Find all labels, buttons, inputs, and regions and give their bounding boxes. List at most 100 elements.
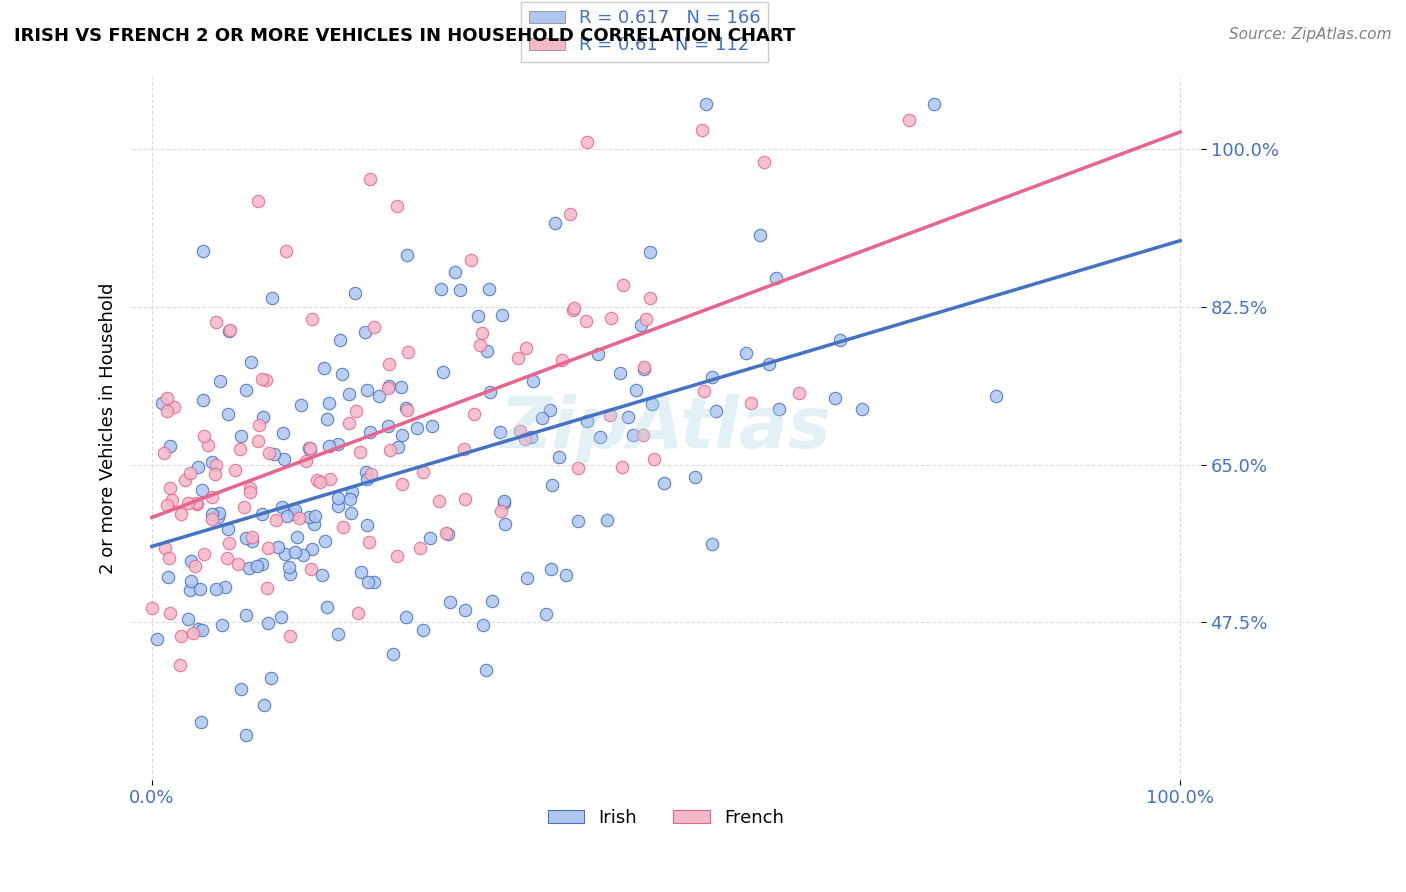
Point [695,97,717,112]
Point [240,534,263,549]
Point [298,443,321,458]
Point [449,283,471,297]
Point [489,504,512,518]
Point [544,217,567,231]
Point [652,475,675,490]
Point [534,607,557,622]
Point [156,404,179,418]
Point [314,534,336,549]
Point [454,491,477,506]
Point [634,312,657,326]
Point [516,571,538,585]
Point [246,194,269,208]
Point [562,301,585,315]
Point [326,491,349,505]
Point [434,525,457,540]
Point [254,373,277,387]
Point [173,473,195,487]
Point [509,425,531,439]
Point [638,291,661,305]
Point [256,541,278,555]
Point [208,374,231,388]
Point [278,567,301,582]
Point [986,389,1008,403]
Point [412,465,434,479]
Point [492,496,515,510]
Point [159,481,181,495]
Point [159,607,181,621]
Point [217,522,239,536]
Point [298,441,321,455]
Point [693,384,716,399]
Point [187,622,209,636]
Point [356,517,378,532]
Point [758,357,780,371]
Point [519,430,541,444]
Point [444,265,467,279]
Point [479,385,502,400]
Point [270,609,292,624]
Point [190,483,212,498]
Point [273,451,295,466]
Point [159,439,181,453]
Point [558,207,581,221]
Point [344,404,367,418]
Point [391,477,413,491]
Text: IRISH VS FRENCH 2 OR MORE VEHICLES IN HOUSEHOLD CORRELATION CHART: IRISH VS FRENCH 2 OR MORE VEHICLES IN HO… [14,27,796,45]
Point [749,227,772,242]
Point [356,574,378,589]
Point [187,459,209,474]
Text: Source: ZipAtlas.com: Source: ZipAtlas.com [1229,27,1392,42]
Point [360,467,382,482]
Point [201,507,224,521]
Point [406,421,429,435]
Point [179,582,201,597]
Point [284,545,307,559]
Point [439,594,461,608]
Point [204,582,226,597]
Point [394,401,416,416]
Point [396,344,419,359]
Point [163,401,186,415]
Point [897,113,920,128]
Point [391,427,413,442]
Point [489,425,512,440]
Point [382,647,405,661]
Point [389,380,412,394]
Point [304,508,326,523]
Point [409,541,432,555]
Point [700,537,723,551]
Point [226,557,249,571]
Point [235,384,257,398]
Point [153,541,176,556]
Point [193,244,215,258]
Point [301,312,323,326]
Point [266,540,288,554]
Point [239,485,262,500]
Point [506,351,529,366]
Point [387,440,409,454]
Point [830,334,852,348]
Point [704,403,727,417]
Point [224,463,246,477]
Point [326,437,349,451]
Point [359,425,381,440]
Point [481,594,503,608]
Point [427,494,450,508]
Point [339,506,361,520]
Point [141,601,163,615]
Point [246,559,269,574]
Point [851,402,873,417]
Point [276,508,298,523]
Point [824,391,846,405]
Point [735,345,758,359]
Point [575,414,598,428]
Point [177,496,200,510]
Point [432,365,454,379]
Point [765,270,787,285]
Point [588,347,610,361]
Point [468,338,491,352]
Point [305,473,328,487]
Point [235,728,257,742]
Point [314,360,336,375]
